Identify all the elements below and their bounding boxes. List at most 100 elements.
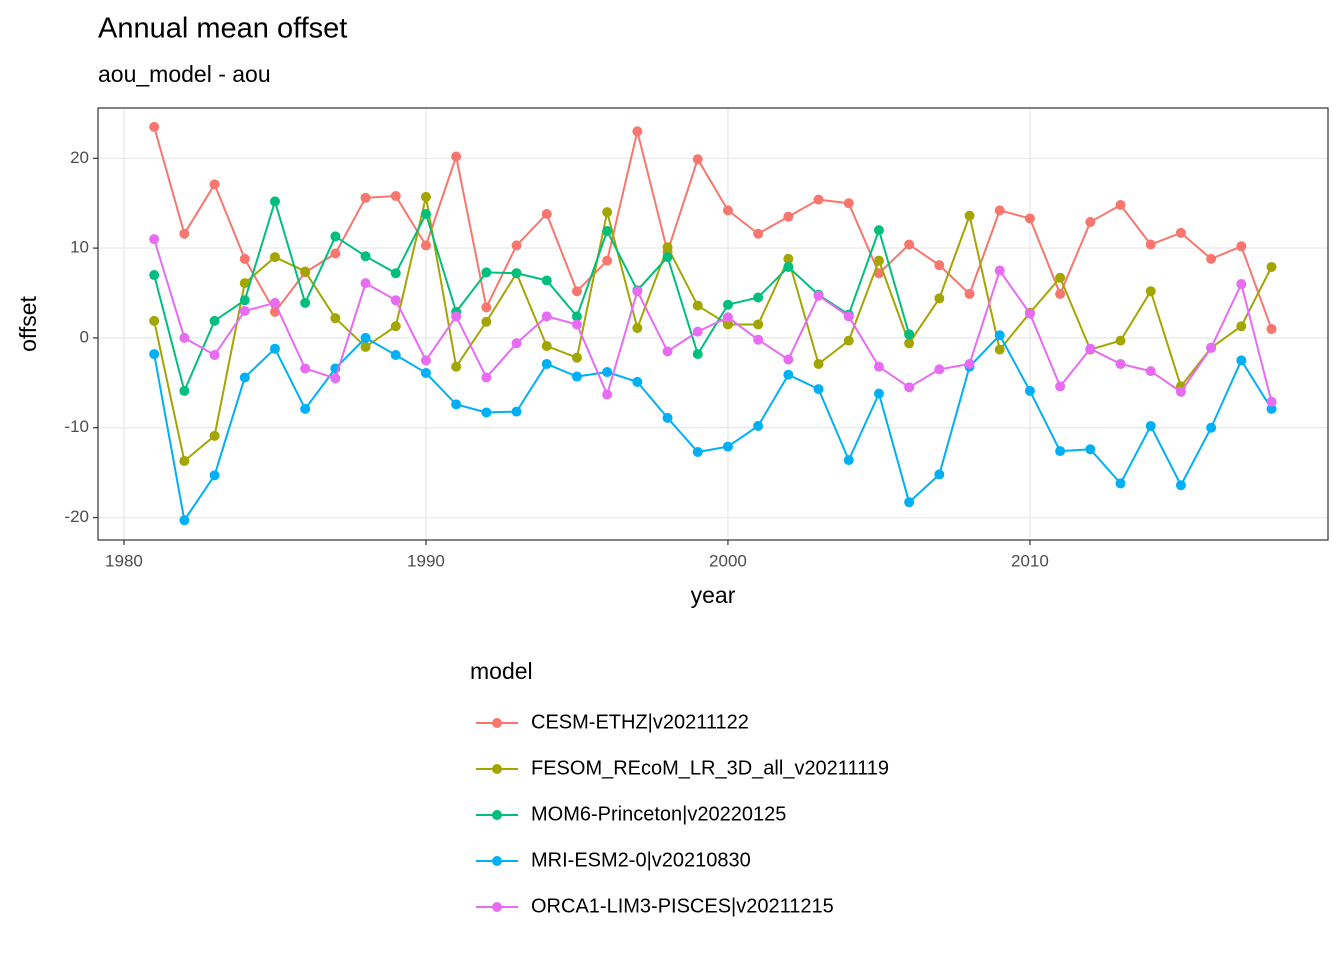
data-point — [239, 278, 250, 289]
data-point — [511, 268, 522, 279]
data-point — [722, 441, 733, 452]
data-point — [571, 319, 582, 330]
data-point — [1055, 272, 1066, 283]
data-point — [843, 335, 854, 346]
data-point — [390, 321, 401, 332]
data-point — [843, 455, 854, 466]
legend-label: CESM-ETHZ|v20211122 — [531, 711, 749, 733]
data-point — [330, 373, 341, 384]
data-point — [149, 121, 160, 132]
data-point — [451, 151, 462, 162]
data-point — [1236, 241, 1247, 252]
data-point — [964, 358, 975, 369]
x-axis-title: year — [691, 582, 736, 608]
y-tick-label: 20 — [70, 148, 89, 167]
data-point — [873, 268, 884, 279]
data-point — [1175, 227, 1186, 238]
data-point — [1145, 366, 1156, 377]
data-point — [360, 332, 371, 343]
data-point — [1206, 342, 1217, 353]
data-point — [722, 312, 733, 323]
data-point — [269, 252, 280, 263]
data-point — [632, 126, 643, 137]
data-point — [481, 267, 492, 278]
data-point — [390, 349, 401, 360]
data-point — [843, 311, 854, 322]
data-point — [451, 361, 462, 372]
data-point — [571, 371, 582, 382]
data-point — [1024, 308, 1035, 319]
data-point — [632, 376, 643, 387]
data-point — [209, 349, 220, 360]
data-point — [149, 349, 160, 360]
data-point — [1175, 480, 1186, 491]
data-point — [360, 192, 371, 203]
data-point — [692, 349, 703, 360]
data-point — [904, 497, 915, 508]
data-point — [451, 399, 462, 410]
data-point — [692, 154, 703, 165]
data-point — [1145, 239, 1156, 250]
data-point — [1115, 199, 1126, 210]
data-point — [149, 234, 160, 245]
data-point — [239, 372, 250, 383]
data-point — [420, 240, 431, 251]
data-point — [904, 338, 915, 349]
data-point — [1055, 446, 1066, 457]
data-point — [239, 305, 250, 316]
data-point — [451, 311, 462, 322]
data-point — [390, 191, 401, 202]
data-point — [179, 515, 190, 526]
data-point — [1085, 444, 1096, 455]
data-point — [209, 179, 220, 190]
data-point — [934, 364, 945, 375]
data-point — [390, 268, 401, 279]
x-tick-label: 1990 — [407, 551, 445, 570]
legend-label: MRI-ESM2-0|v20210830 — [531, 849, 751, 871]
data-point — [662, 412, 673, 423]
legend-label: FESOM_REcoM_LR_3D_all_v20211119 — [531, 757, 889, 779]
data-point — [904, 382, 915, 393]
data-point — [1055, 288, 1066, 299]
data-point — [1024, 213, 1035, 224]
data-point — [269, 343, 280, 354]
data-point — [420, 367, 431, 378]
data-point — [300, 403, 311, 414]
y-tick-label: 10 — [70, 238, 89, 257]
x-tick-label: 1980 — [105, 551, 143, 570]
y-tick-label: -20 — [64, 507, 89, 526]
data-point — [722, 319, 733, 330]
data-point — [300, 363, 311, 374]
data-point — [541, 311, 552, 322]
data-point — [662, 346, 673, 357]
data-point — [1266, 396, 1277, 407]
data-point — [783, 369, 794, 380]
series-line — [153, 126, 1273, 330]
data-point — [783, 211, 794, 222]
data-point — [1024, 385, 1035, 396]
data-point — [1115, 478, 1126, 489]
data-point — [330, 231, 341, 242]
legend-key-point — [492, 764, 502, 774]
data-point — [994, 205, 1005, 216]
data-point — [571, 286, 582, 297]
data-point — [541, 208, 552, 219]
data-point — [632, 323, 643, 334]
data-point — [239, 253, 250, 264]
data-point — [571, 352, 582, 363]
data-point — [783, 354, 794, 365]
data-point — [1115, 335, 1126, 346]
data-point — [873, 361, 884, 372]
data-point — [1115, 358, 1126, 369]
data-point — [1236, 321, 1247, 332]
data-point — [179, 228, 190, 239]
data-point — [813, 290, 824, 301]
y-tick-label: 0 — [80, 327, 89, 346]
data-point — [783, 261, 794, 272]
data-point — [934, 293, 945, 304]
data-point — [1206, 422, 1217, 433]
legend-label: MOM6-Princeton|v20220125 — [531, 803, 786, 825]
data-point — [602, 207, 613, 218]
data-point — [239, 295, 250, 306]
data-point — [873, 255, 884, 266]
